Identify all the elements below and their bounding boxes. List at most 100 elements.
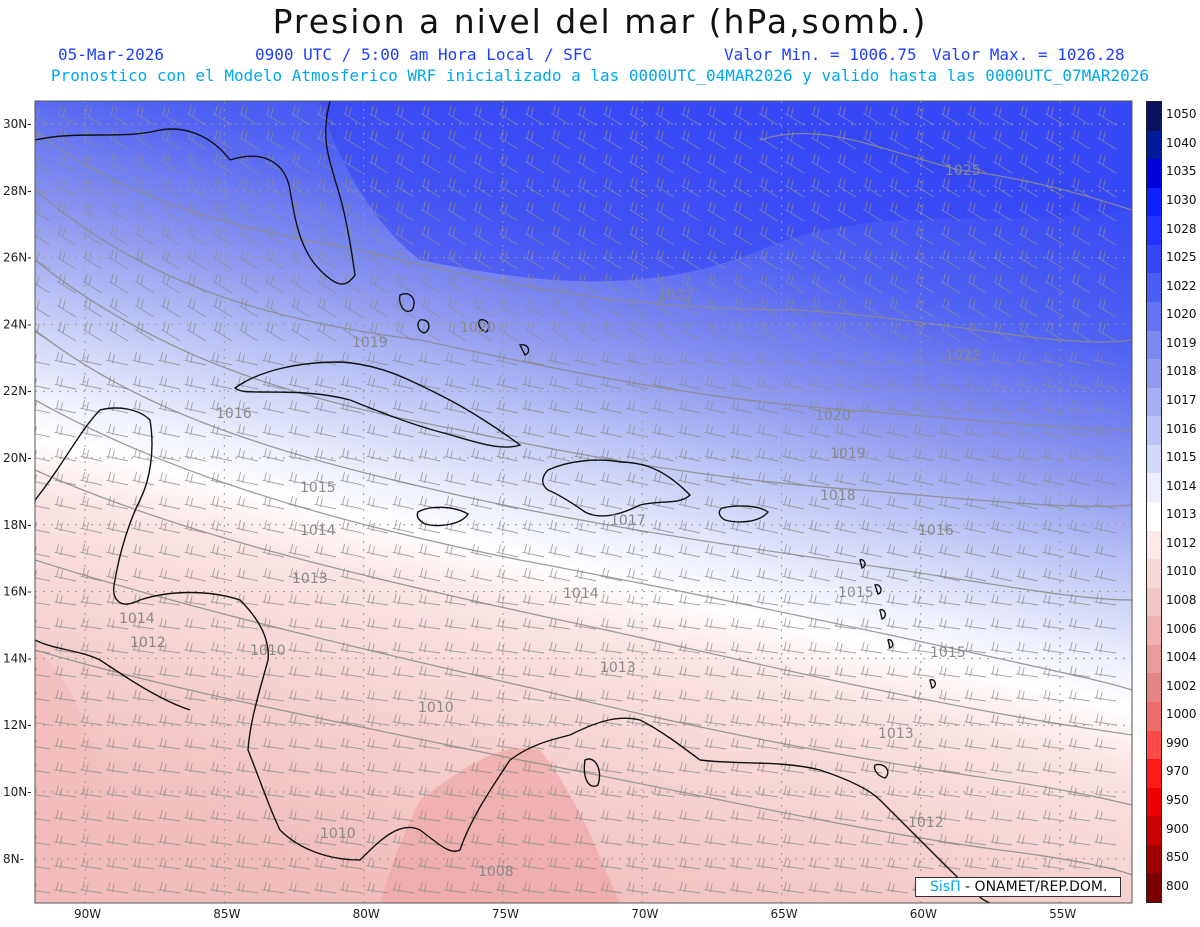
wind-barb bbox=[886, 544, 909, 558]
wind-barb bbox=[782, 472, 805, 486]
wind-barb bbox=[652, 809, 675, 822]
wind-barb bbox=[834, 689, 857, 702]
wind-barb bbox=[680, 177, 701, 198]
contour-label: 1022 bbox=[945, 348, 981, 364]
wind-barb bbox=[1094, 400, 1117, 414]
wind-barb bbox=[56, 225, 77, 246]
wind-barb bbox=[80, 881, 103, 894]
wind-barb bbox=[626, 737, 649, 750]
wind-barb bbox=[1068, 641, 1091, 654]
wind-barb bbox=[1018, 321, 1039, 342]
wind-barb bbox=[522, 833, 545, 846]
wind-barb bbox=[652, 400, 675, 414]
wind-barb bbox=[236, 400, 259, 414]
wind-barb bbox=[342, 105, 363, 126]
wind-barb bbox=[522, 857, 545, 870]
wind-barb bbox=[288, 568, 311, 582]
wind-barb bbox=[524, 249, 545, 270]
wind-barb bbox=[834, 809, 857, 822]
wind-barb bbox=[184, 689, 207, 702]
wind-barb bbox=[472, 153, 493, 174]
wind-barb bbox=[730, 641, 753, 654]
wind-barb bbox=[314, 833, 337, 846]
wind-barb bbox=[706, 129, 727, 150]
wind-barb bbox=[888, 273, 909, 294]
wind-barb bbox=[496, 737, 519, 750]
wind-barb bbox=[628, 129, 649, 150]
wind-barb bbox=[810, 153, 831, 174]
longitude-tick-label: 85W bbox=[213, 907, 240, 921]
wind-barb bbox=[576, 153, 597, 174]
wind-barb bbox=[366, 593, 389, 606]
wind-barb bbox=[54, 617, 77, 630]
wind-barb bbox=[134, 249, 155, 270]
wind-barb bbox=[496, 809, 519, 822]
wind-barb bbox=[1042, 544, 1065, 558]
wind-barb bbox=[342, 177, 363, 198]
wind-barb bbox=[1016, 352, 1039, 366]
wind-barb bbox=[860, 857, 883, 870]
wind-barb bbox=[524, 321, 545, 342]
wind-barb bbox=[602, 321, 623, 342]
wind-barb bbox=[262, 881, 285, 894]
wind-barb bbox=[236, 544, 259, 558]
wind-barb bbox=[1068, 400, 1091, 414]
wind-barb bbox=[990, 593, 1013, 606]
wind-barb bbox=[262, 400, 285, 414]
wind-barb bbox=[912, 737, 935, 750]
wind-barb bbox=[132, 520, 155, 534]
wind-barb bbox=[836, 249, 857, 270]
wind-barb bbox=[262, 472, 285, 486]
wind-barb bbox=[444, 544, 467, 558]
wind-barb bbox=[886, 617, 909, 630]
colorbar-level-label: 1017 bbox=[1166, 393, 1197, 407]
wind-barb bbox=[54, 809, 77, 822]
wind-barb bbox=[446, 105, 467, 126]
wind-barb bbox=[54, 833, 77, 846]
wind-barb bbox=[418, 785, 441, 798]
wind-barb bbox=[522, 472, 545, 486]
wind-barb bbox=[654, 105, 675, 126]
wind-barb bbox=[496, 833, 519, 846]
wind-barb bbox=[368, 225, 389, 246]
wind-barb bbox=[316, 225, 337, 246]
wind-barb bbox=[940, 297, 961, 318]
wind-barb bbox=[444, 448, 467, 462]
wind-barb bbox=[1094, 785, 1117, 798]
wind-barb bbox=[940, 321, 961, 342]
wind-barb bbox=[444, 881, 467, 894]
wind-barb bbox=[548, 689, 571, 702]
wind-barb bbox=[1042, 352, 1065, 366]
wind-barb bbox=[1042, 617, 1065, 630]
wind-barb bbox=[1016, 544, 1039, 558]
wind-barb bbox=[392, 881, 415, 894]
wind-barb bbox=[82, 105, 103, 126]
colorbar-level-label: 1015 bbox=[1166, 450, 1197, 465]
wind-barb bbox=[366, 665, 389, 678]
wind-barb bbox=[782, 881, 805, 894]
wind-barb bbox=[106, 568, 129, 582]
wind-barb bbox=[860, 496, 883, 510]
wind-barb bbox=[808, 833, 831, 846]
wind-barb bbox=[810, 273, 831, 294]
wind-barb bbox=[990, 761, 1013, 774]
wind-barb bbox=[602, 249, 623, 270]
wind-barb bbox=[964, 713, 987, 726]
wind-barb bbox=[1016, 761, 1039, 774]
forecast-date: 05-Mar-2026 bbox=[58, 45, 164, 64]
wind-barb bbox=[680, 105, 701, 126]
wind-barb bbox=[262, 593, 285, 606]
wind-barb bbox=[1042, 713, 1065, 726]
wind-barb bbox=[418, 689, 441, 702]
wind-barb bbox=[730, 665, 753, 678]
colorbar-swatch bbox=[1147, 730, 1161, 760]
wind-barb bbox=[576, 105, 597, 126]
wind-barb bbox=[236, 809, 259, 822]
wind-barb bbox=[808, 593, 831, 606]
wind-barb bbox=[628, 321, 649, 342]
wind-barb bbox=[810, 201, 831, 222]
wind-barb bbox=[860, 761, 883, 774]
wind-barb bbox=[834, 617, 857, 630]
wind-barb bbox=[600, 881, 623, 894]
wind-barb bbox=[314, 617, 337, 630]
